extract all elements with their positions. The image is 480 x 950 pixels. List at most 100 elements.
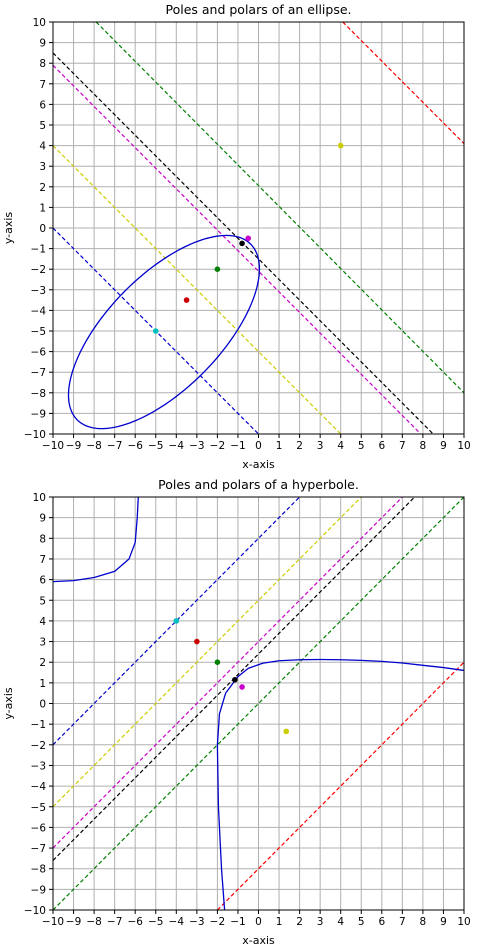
x-tick-label: −10: [42, 440, 64, 452]
y-tick-label: 4: [39, 616, 46, 628]
y-tick-label: 8: [39, 533, 46, 545]
x-tick-label: 5: [358, 916, 365, 928]
y-tick-label: 3: [39, 161, 46, 173]
chart-title: Poles and polars of an ellipse.: [165, 2, 351, 17]
y-tick-label: 9: [39, 38, 46, 50]
y-tick-label: −3: [31, 285, 46, 297]
y-tick-label: 2: [39, 657, 46, 669]
y-tick-label: 8: [39, 58, 46, 70]
y-tick-label: 1: [39, 202, 46, 214]
y-tick-label: −1: [31, 244, 46, 256]
y-tick-label: 1: [39, 678, 46, 690]
x-axis-label: x-axis: [242, 934, 275, 947]
y-tick-label: −6: [31, 822, 47, 834]
chart-title: Poles and polars of a hyperbole.: [158, 477, 359, 492]
pole-point: [183, 297, 190, 303]
x-tick-label: 0: [255, 440, 262, 452]
x-tick-label: 2: [296, 916, 303, 928]
pole-point: [173, 618, 180, 624]
grid: [52, 21, 465, 435]
x-tick-label: −1: [230, 916, 245, 928]
x-tick-label: −3: [189, 916, 204, 928]
x-tick-label: 9: [440, 916, 447, 928]
x-tick-label: 3: [317, 916, 324, 928]
x-tick-label: 10: [457, 440, 470, 452]
y-tick-label: −5: [31, 802, 46, 814]
x-tick-label: −9: [66, 916, 81, 928]
y-axis-label: y-axis: [2, 212, 15, 245]
x-tick-label: −9: [66, 440, 81, 452]
y-tick-label: −10: [24, 905, 46, 917]
y-tick-label: −4: [31, 781, 47, 793]
x-tick-label: −6: [127, 916, 143, 928]
x-tick-label: 6: [378, 440, 385, 452]
x-tick-label: 5: [358, 440, 365, 452]
y-tick-label: 6: [39, 575, 46, 587]
y-tick-label: −5: [31, 326, 46, 338]
pole-point: [337, 142, 344, 149]
x-tick-label: −2: [210, 916, 225, 928]
x-axis-label: x-axis: [242, 458, 275, 471]
polar-line: [53, 64, 422, 434]
y-tick-label: 4: [39, 141, 46, 153]
polar-line: [53, 145, 342, 434]
y-tick-label: −10: [24, 429, 46, 441]
y-tick-label: −6: [31, 347, 47, 359]
y-tick-label: −4: [31, 305, 47, 317]
polar-line: [53, 497, 403, 849]
pole-point: [283, 728, 290, 735]
y-tick-label: 7: [39, 79, 46, 91]
x-tick-label: 8: [420, 916, 427, 928]
x-tick-label: 4: [337, 440, 344, 452]
y-tick-label: 10: [33, 17, 46, 29]
y-tick-label: 0: [39, 223, 46, 235]
x-tick-label: 9: [440, 440, 447, 452]
y-tick-label: 6: [39, 99, 46, 111]
x-tick-label: −8: [86, 916, 101, 928]
y-tick-label: 3: [39, 637, 46, 649]
x-tick-label: 8: [420, 440, 427, 452]
y-axis-label: y-axis: [2, 687, 15, 720]
y-tick-label: −1: [31, 719, 46, 731]
pole-point: [232, 676, 238, 683]
x-tick-label: −3: [189, 440, 204, 452]
x-tick-label: 7: [399, 916, 406, 928]
x-tick-label: 3: [317, 440, 324, 452]
x-tick-label: 6: [378, 916, 385, 928]
pole-point: [245, 235, 252, 242]
y-tick-label: 0: [39, 699, 46, 711]
x-tick-label: −10: [42, 916, 64, 928]
pole-point: [194, 638, 200, 645]
hyperbola-branch: [216, 658, 464, 910]
pole-point: [239, 240, 245, 247]
pole-point: [239, 684, 245, 690]
y-tick-label: −3: [31, 760, 46, 772]
y-tick-label: −8: [31, 388, 46, 400]
x-tick-label: −4: [169, 440, 185, 452]
hyperbola-chart: −10 −9 −8 −7 −6 −5 −4 −3 −2 −1 0 1 2 3 4 5 6 7 8 9 10−10−9−8…: [2, 477, 471, 947]
x-tick-label: −2: [210, 440, 225, 452]
x-tick-label: 10: [457, 916, 470, 928]
polar-line: [53, 497, 362, 808]
x-tick-label: −6: [127, 440, 143, 452]
y-tick-label: −9: [31, 408, 46, 420]
polar-line: [95, 22, 464, 394]
y-tick-label: 10: [33, 492, 46, 504]
plot-area: [53, 22, 464, 434]
x-tick-label: −5: [148, 916, 163, 928]
ellipse-curve: [67, 234, 261, 430]
x-tick-label: 1: [276, 440, 283, 452]
y-tick-label: 7: [39, 554, 46, 566]
y-tick-label: −2: [31, 264, 46, 276]
x-tick-label: −5: [148, 440, 163, 452]
x-tick-label: −1: [230, 440, 245, 452]
y-tick-label: 2: [39, 182, 46, 194]
y-tick-label: 9: [39, 513, 46, 525]
x-tick-label: −8: [86, 440, 101, 452]
hyperbola-branch: [53, 497, 139, 583]
x-tick-label: −7: [107, 440, 122, 452]
x-tick-label: 1: [276, 916, 283, 928]
y-tick-label: −7: [31, 843, 46, 855]
x-tick-label: 0: [255, 916, 262, 928]
